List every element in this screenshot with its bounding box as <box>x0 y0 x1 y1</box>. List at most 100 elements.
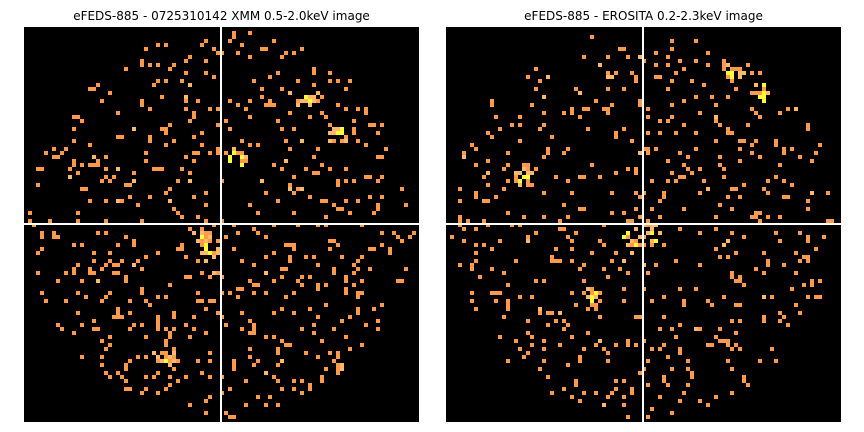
count-pixel <box>296 103 300 107</box>
count-pixel <box>658 119 662 123</box>
count-pixel <box>582 391 586 395</box>
count-pixel <box>76 171 80 175</box>
count-pixel <box>634 171 638 175</box>
count-pixel <box>606 275 610 279</box>
count-pixel <box>582 347 586 351</box>
count-pixel <box>232 367 236 371</box>
count-pixel <box>718 255 722 259</box>
count-pixel <box>292 127 296 131</box>
count-pixel <box>618 267 622 271</box>
count-pixel <box>470 267 474 271</box>
count-pixel <box>76 311 80 315</box>
count-pixel <box>248 143 252 147</box>
count-pixel <box>264 255 268 259</box>
count-pixel <box>248 55 252 59</box>
count-pixel <box>352 271 356 275</box>
count-pixel <box>316 355 320 359</box>
count-pixel <box>240 151 244 155</box>
count-pixel <box>288 259 292 263</box>
count-pixel <box>296 279 300 283</box>
count-pixel <box>240 43 244 47</box>
count-pixel <box>328 239 332 243</box>
count-pixel <box>248 319 252 323</box>
count-pixel <box>316 99 320 103</box>
count-pixel <box>486 171 490 175</box>
count-pixel <box>336 243 340 247</box>
count-pixel <box>312 255 316 259</box>
count-pixel <box>108 335 112 339</box>
count-pixel <box>76 263 80 267</box>
count-pixel <box>606 75 610 79</box>
count-pixel <box>670 171 674 175</box>
count-pixel <box>388 247 392 251</box>
count-pixel <box>164 43 168 47</box>
count-pixel <box>156 319 160 323</box>
count-pixel <box>312 323 316 327</box>
count-pixel <box>746 383 750 387</box>
count-pixel <box>172 207 176 211</box>
count-pixel <box>348 315 352 319</box>
count-pixel <box>156 323 160 327</box>
count-pixel <box>124 275 128 279</box>
count-pixel <box>518 139 522 143</box>
count-pixel <box>474 259 478 263</box>
count-pixel <box>790 287 794 291</box>
count-pixel <box>706 187 710 191</box>
count-pixel <box>662 343 666 347</box>
count-pixel <box>388 251 392 255</box>
count-pixel <box>650 347 654 351</box>
count-pixel <box>622 127 626 131</box>
count-pixel <box>140 219 144 223</box>
count-pixel <box>212 47 216 51</box>
count-pixel <box>172 327 176 331</box>
count-pixel <box>714 103 718 107</box>
count-pixel <box>826 219 830 223</box>
count-pixel <box>542 123 546 127</box>
count-pixel <box>646 271 650 275</box>
count-pixel <box>172 347 176 351</box>
count-pixel <box>140 391 144 395</box>
count-pixel <box>324 367 328 371</box>
count-pixel <box>208 151 212 155</box>
count-pixel <box>782 263 786 267</box>
count-pixel <box>650 243 654 247</box>
count-pixel <box>36 271 40 275</box>
count-pixel <box>694 327 698 331</box>
count-pixel <box>400 239 404 243</box>
count-pixel <box>132 127 136 131</box>
count-pixel <box>208 299 212 303</box>
count-pixel <box>128 311 132 315</box>
count-pixel <box>148 195 152 199</box>
count-pixel <box>184 323 188 327</box>
count-pixel <box>164 143 168 147</box>
count-pixel <box>670 79 674 83</box>
count-pixel <box>100 299 104 303</box>
count-pixel <box>164 295 168 299</box>
count-pixel <box>404 267 408 271</box>
count-pixel <box>726 359 730 363</box>
count-pixel <box>140 63 144 67</box>
count-pixel <box>320 379 324 383</box>
count-pixel <box>506 211 510 215</box>
count-pixel <box>116 307 120 311</box>
count-pixel <box>312 99 316 103</box>
count-pixel <box>518 179 522 183</box>
count-pixel <box>674 335 678 339</box>
count-pixel <box>116 135 120 139</box>
count-pixel <box>666 63 670 67</box>
count-pixel <box>754 111 758 115</box>
count-pixel <box>376 327 380 331</box>
count-pixel <box>538 79 542 83</box>
count-pixel <box>602 347 606 351</box>
count-pixel <box>236 51 240 55</box>
count-pixel <box>204 231 208 235</box>
count-pixel <box>598 299 602 303</box>
count-pixel <box>200 227 204 231</box>
count-pixel <box>356 267 360 271</box>
count-pixel <box>336 79 340 83</box>
count-pixel <box>550 255 554 259</box>
count-pixel <box>312 71 316 75</box>
count-pixel <box>538 127 542 131</box>
count-pixel <box>280 387 284 391</box>
count-pixel <box>806 127 810 131</box>
